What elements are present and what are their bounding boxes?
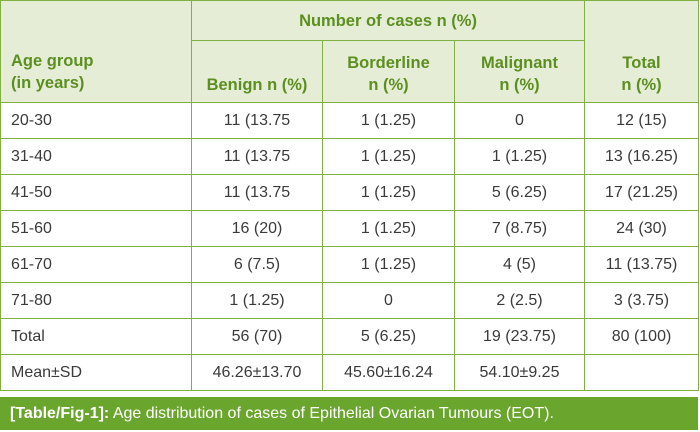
age-cell: 20-30 — [0, 102, 192, 139]
age-group-header-label: Age group — [11, 52, 94, 70]
benign-cell: 11 (13.75 — [191, 102, 323, 139]
benign-cell: 46.26±13.70 — [191, 354, 323, 391]
borderline-cell: 1 (1.25) — [322, 102, 455, 139]
total-cell: 12 (15) — [584, 102, 699, 139]
table-row: 51-60 16 (20) 1 (1.25) 7 (8.75) 24 (30) — [0, 210, 699, 247]
benign-header: Benign n (%) — [191, 40, 323, 103]
total-cell: 17 (21.25) — [584, 174, 699, 211]
borderline-header: Borderline n (%) — [322, 40, 455, 103]
malignant-cell: 7 (8.75) — [454, 210, 585, 247]
total-cell: 3 (3.75) — [584, 282, 699, 319]
total-cell: 24 (30) — [584, 210, 699, 247]
malignant-cell: 4 (5) — [454, 246, 585, 283]
total-header-label: Total — [622, 54, 661, 72]
borderline-cell: 1 (1.25) — [322, 138, 455, 175]
malignant-cell: 1 (1.25) — [454, 138, 585, 175]
header-row-sub: Benign n (%) Borderline n (%) Malignant … — [1, 40, 699, 103]
table-row: 61-70 6 (7.5) 1 (1.25) 4 (5) 11 (13.75) — [0, 246, 699, 283]
malignant-cell: 0 — [454, 102, 585, 139]
total-cell — [584, 354, 699, 391]
benign-cell: 11 (13.75 — [191, 174, 323, 211]
malignant-header-sublabel: n (%) — [499, 76, 540, 94]
age-cell: 31-40 — [0, 138, 192, 175]
age-group-header: Age group (in years) — [0, 0, 192, 103]
age-cell: 51-60 — [0, 210, 192, 247]
malignant-cell: 19 (23.75) — [454, 318, 585, 355]
malignant-header: Malignant n (%) — [454, 40, 585, 103]
age-cell: Total — [0, 318, 192, 355]
benign-cell: 6 (7.5) — [191, 246, 323, 283]
caption-text: Age distribution of cases of Epithelial … — [112, 405, 554, 422]
age-cell: 41-50 — [0, 174, 192, 211]
borderline-cell: 45.60±16.24 — [322, 354, 455, 391]
borderline-cell: 1 (1.25) — [322, 210, 455, 247]
header-row-top: Age group (in years) Number of cases n (… — [0, 0, 699, 103]
total-cell: 11 (13.75) — [584, 246, 699, 283]
borderline-header-label: Borderline — [347, 54, 430, 72]
borderline-cell: 1 (1.25) — [322, 174, 455, 211]
total-cell: 13 (16.25) — [584, 138, 699, 175]
total-cell: 80 (100) — [584, 318, 699, 355]
age-cell: 71-80 — [0, 282, 192, 319]
age-distribution-table: Age group (in years) Number of cases n (… — [0, 0, 699, 391]
benign-cell: 1 (1.25) — [191, 282, 323, 319]
benign-cell: 16 (20) — [191, 210, 323, 247]
benign-header-label: Benign n (%) — [206, 76, 308, 94]
total-header-sublabel: n (%) — [621, 76, 662, 94]
borderline-cell: 1 (1.25) — [322, 246, 455, 283]
caption-label: [Table/Fig-1]: — [10, 405, 110, 422]
borderline-header-sublabel: n (%) — [368, 76, 409, 94]
benign-cell: 56 (70) — [191, 318, 323, 355]
malignant-cell: 54.10±9.25 — [454, 354, 585, 391]
table-row: 41-50 11 (13.75 1 (1.25) 5 (6.25) 17 (21… — [0, 174, 699, 211]
table-row: 20-30 11 (13.75 1 (1.25) 0 12 (15) — [0, 102, 699, 139]
benign-cell: 11 (13.75 — [191, 138, 323, 175]
malignant-cell: 5 (6.25) — [454, 174, 585, 211]
table-row: 71-80 1 (1.25) 0 2 (2.5) 3 (3.75) — [0, 282, 699, 319]
table-row: 31-40 11 (13.75 1 (1.25) 1 (1.25) 13 (16… — [0, 138, 699, 175]
age-cell: 61-70 — [0, 246, 192, 283]
age-cell: Mean±SD — [0, 354, 192, 391]
total-header: Total n (%) — [584, 0, 699, 103]
borderline-cell: 0 — [322, 282, 455, 319]
table-row-total: Total 56 (70) 5 (6.25) 19 (23.75) 80 (10… — [0, 318, 699, 355]
age-group-header-sublabel: (in years) — [11, 74, 85, 92]
borderline-cell: 5 (6.25) — [322, 318, 455, 355]
table-row-mean-sd: Mean±SD 46.26±13.70 45.60±16.24 54.10±9.… — [0, 354, 699, 391]
number-of-cases-header: Number of cases n (%) — [191, 0, 585, 41]
malignant-header-label: Malignant — [481, 54, 558, 72]
figure-caption: [Table/Fig-1]: Age distribution of cases… — [0, 397, 698, 430]
malignant-cell: 2 (2.5) — [454, 282, 585, 319]
